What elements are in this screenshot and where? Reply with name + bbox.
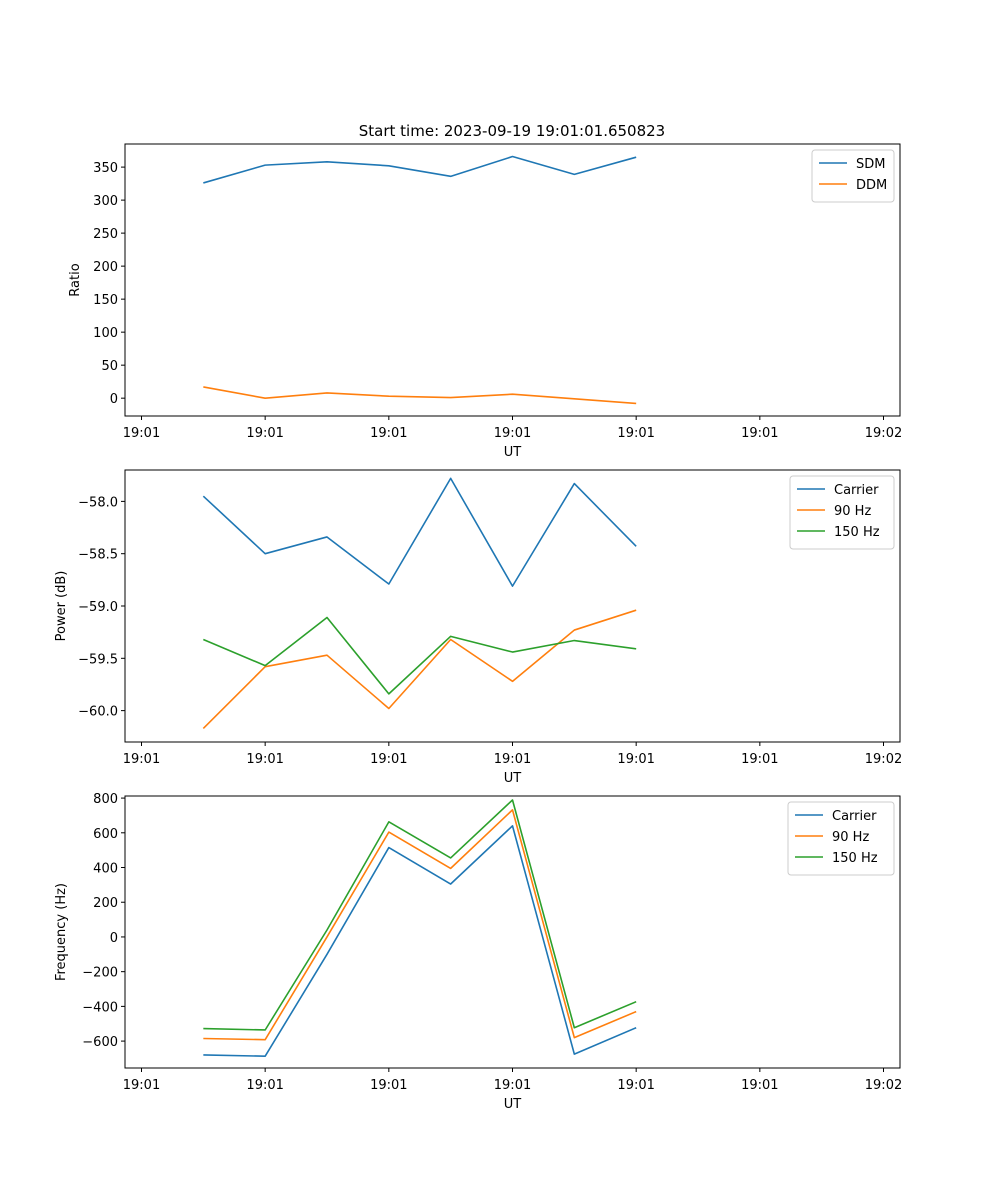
y-tick-label: −58.5	[78, 548, 118, 563]
series-line-150-hz	[203, 616, 637, 695]
y-tick-label: −59.0	[78, 600, 118, 615]
y-tick-label: 800	[93, 792, 118, 807]
legend-label: Carrier	[834, 483, 879, 498]
chart-panel-1: 19:01 19:01 19:01 19:01 19:01 19:01 19:02 0 50 10…	[68, 143, 902, 460]
y-tick-label: −58.0	[78, 495, 118, 510]
plot-frame	[124, 795, 901, 1069]
series-line-carrier	[202, 477, 637, 587]
x-tick-label: 19:01	[741, 1078, 778, 1093]
x-tick-label: 19:01	[370, 1078, 407, 1093]
y-tick-label: −400	[82, 1000, 118, 1015]
series-line-90-hz	[203, 809, 637, 1041]
plot-frame	[124, 469, 901, 743]
y-tick-label: 0	[110, 392, 118, 407]
legend-label: DDM	[856, 178, 887, 193]
y-axis-label: Power (dB)	[54, 571, 69, 642]
chart-panel-2: 19:01 19:01 19:01 19:01 19:01 19:01 19:02 −60.0…	[54, 469, 902, 786]
y-tick-label: 200	[93, 896, 118, 911]
y-tick-label: 600	[93, 827, 118, 842]
x-tick-label: 19:01	[741, 426, 778, 441]
legend-label: 150 Hz	[834, 525, 880, 540]
y-tick-label: 350	[93, 161, 118, 176]
y-tick-label: −200	[82, 966, 118, 981]
y-tick-label: 100	[93, 326, 118, 341]
legend-label: 90 Hz	[834, 504, 871, 519]
x-axis-label: UT	[504, 445, 522, 460]
x-tick-label: 19:01	[123, 752, 160, 767]
legend: SDM DDM	[811, 149, 895, 203]
x-tick-label: 19:01	[617, 1078, 654, 1093]
y-tick-label: 400	[93, 862, 118, 877]
y-tick-label: 300	[93, 194, 118, 209]
x-tick-label: 19:01	[123, 426, 160, 441]
plot-frame	[124, 143, 901, 417]
series-line-90-hz	[202, 609, 637, 729]
x-axis-label: UT	[504, 771, 522, 786]
y-tick-label: 50	[101, 359, 118, 374]
x-axis-label: UT	[504, 1097, 522, 1112]
x-tick-label: 19:01	[246, 426, 283, 441]
y-tick-label: 250	[93, 227, 118, 242]
x-tick-label: 19:01	[123, 1078, 160, 1093]
series-line-ddm	[203, 386, 637, 405]
x-tick-label: 19:01	[494, 426, 531, 441]
x-tick-label: 19:01	[494, 752, 531, 767]
series-line-carrier	[203, 825, 637, 1057]
x-tick-label: 19:01	[741, 752, 778, 767]
legend: Carrier 90 Hz 150 Hz	[789, 475, 895, 550]
chart-panel-3: 19:01 19:01 19:01 19:01 19:01 19:01 19:02 −600 −…	[54, 792, 902, 1112]
x-tick-label: 19:01	[370, 752, 407, 767]
x-tick-label: 19:01	[617, 426, 654, 441]
y-tick-label: −60.0	[78, 705, 118, 720]
x-tick-label: 19:01	[494, 1078, 531, 1093]
y-tick-label: 150	[93, 293, 118, 308]
legend-label: 150 Hz	[832, 851, 878, 866]
legend-label: Carrier	[832, 809, 877, 824]
y-tick-label: −59.5	[78, 652, 118, 667]
y-axis-label: Frequency (Hz)	[54, 883, 69, 981]
x-tick-label: 19:01	[617, 752, 654, 767]
x-tick-label: 19:02	[865, 1078, 902, 1093]
x-tick-label: 19:01	[370, 426, 407, 441]
y-tick-label: 200	[93, 260, 118, 275]
x-tick-label: 19:01	[246, 1078, 283, 1093]
x-tick-label: 19:01	[246, 752, 283, 767]
legend-label: 90 Hz	[832, 830, 869, 845]
x-tick-label: 19:02	[865, 426, 902, 441]
legend-label: SDM	[856, 157, 885, 172]
y-axis-label: Ratio	[68, 263, 83, 296]
y-tick-label: 0	[110, 931, 118, 946]
figure-title: Start time: 2023-09-19 19:01:01.650823	[359, 122, 665, 140]
series-line-sdm	[203, 155, 637, 184]
legend: Carrier 90 Hz 150 Hz	[787, 801, 895, 876]
x-tick-label: 19:02	[865, 752, 902, 767]
series-line-150-hz	[203, 799, 637, 1031]
y-tick-label: −600	[82, 1035, 118, 1050]
